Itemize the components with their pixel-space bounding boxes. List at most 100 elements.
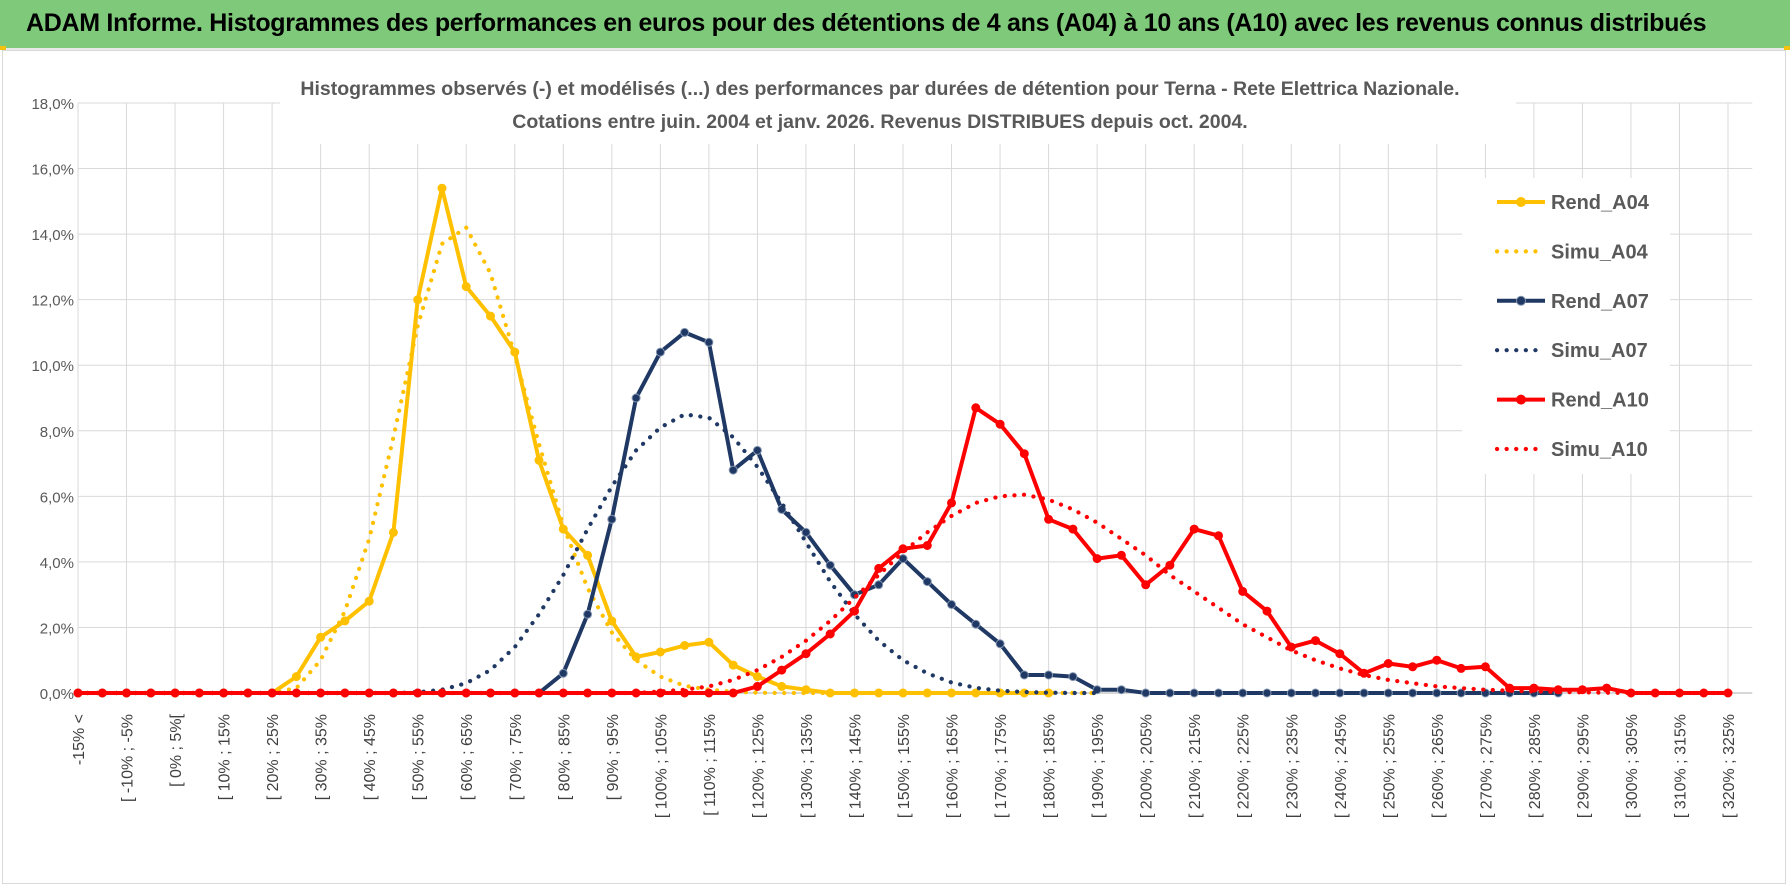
data-point-rend-a07 bbox=[1286, 688, 1296, 698]
data-point-rend-a10 bbox=[1432, 655, 1442, 665]
data-point-rend-a10 bbox=[850, 606, 859, 616]
data-point-rend-a10 bbox=[1456, 663, 1466, 673]
data-point-rend-a07 bbox=[1214, 688, 1223, 698]
data-point-rend-a04 bbox=[777, 681, 787, 691]
data-point-rend-a07 bbox=[728, 465, 738, 475]
data-point-rend-a10 bbox=[801, 649, 811, 659]
legend-label-simu-a04: Simu_A04 bbox=[1551, 241, 1649, 263]
data-point-rend-a10 bbox=[1480, 662, 1490, 672]
data-point-rend-a04 bbox=[752, 672, 762, 682]
x-tick-label: [ 150% ; 155% bbox=[896, 714, 913, 818]
data-point-rend-a10 bbox=[1214, 531, 1223, 541]
data-point-rend-a07 bbox=[704, 337, 714, 347]
chart-frame bbox=[2, 50, 1786, 884]
data-point-rend-a10 bbox=[728, 688, 738, 698]
x-tick-label: [ 270% ; 275% bbox=[1478, 714, 1495, 818]
series-line-rend-a07 bbox=[78, 330, 1559, 695]
data-point-rend-a07 bbox=[583, 609, 593, 619]
x-tick-label: [ 130% ; 135% bbox=[799, 714, 816, 818]
series-line-simu-a04 bbox=[75, 224, 1100, 696]
y-tick-label: 14,0% bbox=[31, 227, 74, 244]
data-point-rend-a10 bbox=[1408, 662, 1418, 672]
data-point-rend-a07 bbox=[607, 514, 617, 524]
x-tick-label: [ 280% ; 285% bbox=[1527, 714, 1544, 818]
x-tick-label: [ 260% ; 265% bbox=[1430, 714, 1447, 818]
y-tick-label: 6,0% bbox=[40, 489, 74, 506]
y-tick-label: 2,0% bbox=[40, 620, 74, 637]
legend: Rend_A04 Simu_A04 Rend_A07 Simu_A07 Rend_A10… bbox=[1462, 178, 1670, 474]
x-tick-label: [ 200% ; 205% bbox=[1139, 714, 1156, 818]
data-point-rend-a04 bbox=[461, 282, 471, 292]
data-point-rend-a04 bbox=[534, 455, 544, 465]
data-point-rend-a04 bbox=[583, 550, 593, 560]
data-point-rend-a10 bbox=[1238, 586, 1248, 596]
x-tick-label: [ 210% ; 215% bbox=[1187, 714, 1204, 818]
x-tick-label: [ 10% ; 15% bbox=[217, 714, 234, 800]
banner-corner-mark-left bbox=[0, 46, 6, 50]
data-point-rend-a07 bbox=[1189, 688, 1199, 698]
data-point-rend-a10 bbox=[704, 688, 714, 698]
series-layer bbox=[73, 183, 1733, 698]
data-point-rend-a04 bbox=[340, 616, 350, 626]
x-tick-label: [ 40% ; 45% bbox=[362, 714, 379, 800]
data-point-rend-a07 bbox=[922, 577, 932, 587]
data-point-rend-a07 bbox=[825, 560, 835, 570]
chart-title-line-2: Cotations entre juin. 2004 et janv. 2026… bbox=[512, 111, 1247, 133]
data-point-rend-a07 bbox=[1408, 688, 1418, 698]
x-tick-label: [ 160% ; 165% bbox=[945, 714, 962, 818]
data-point-rend-a07 bbox=[874, 580, 884, 590]
x-tick-label: [ 80% ; 85% bbox=[556, 714, 573, 800]
data-point-rend-a07 bbox=[1335, 688, 1345, 698]
y-tick-label: 10,0% bbox=[31, 358, 74, 375]
series-line-simu-a10 bbox=[75, 492, 1731, 696]
data-point-rend-a07 bbox=[1068, 672, 1078, 682]
data-point-rend-a04 bbox=[728, 660, 738, 670]
data-point-rend-a04 bbox=[704, 637, 714, 647]
data-point-rend-a07 bbox=[995, 639, 1005, 649]
chart-title-line-1: Histogrammes observés (-) et modélisés (… bbox=[300, 78, 1459, 100]
data-point-rend-a07 bbox=[898, 554, 908, 564]
data-point-rend-a10 bbox=[1068, 524, 1078, 534]
legend-marker-rend-a04 bbox=[1516, 197, 1526, 207]
data-point-rend-a10 bbox=[947, 498, 956, 508]
banner-corner-mark-right bbox=[1784, 46, 1790, 50]
data-point-rend-a10 bbox=[1141, 580, 1151, 590]
x-tick-label: [ 300% ; 305% bbox=[1624, 714, 1641, 818]
data-point-rend-a07 bbox=[631, 393, 641, 403]
data-point-rend-a04 bbox=[413, 295, 423, 305]
data-point-rend-a07 bbox=[947, 600, 956, 609]
data-point-rend-a10 bbox=[1019, 449, 1029, 459]
data-point-rend-a07 bbox=[1359, 688, 1369, 698]
legend-marker-rend-a07 bbox=[1516, 295, 1526, 306]
data-point-rend-a07 bbox=[1141, 688, 1151, 698]
data-point-rend-a10 bbox=[1092, 554, 1102, 564]
data-point-rend-a04 bbox=[437, 183, 447, 193]
x-tick-label: [ 230% ; 235% bbox=[1284, 714, 1301, 818]
x-tick-label: -15% < bbox=[71, 714, 88, 765]
data-point-rend-a07 bbox=[1116, 685, 1126, 695]
data-point-rend-a07 bbox=[1165, 688, 1175, 698]
x-tick-label: [ 180% ; 185% bbox=[1042, 714, 1059, 818]
data-point-rend-a10 bbox=[1311, 636, 1320, 646]
legend-label-rend-a04: Rend_A04 bbox=[1551, 192, 1650, 214]
y-tick-label: 4,0% bbox=[40, 555, 74, 572]
x-tick-label: [ 190% ; 195% bbox=[1090, 714, 1107, 818]
data-point-rend-a10 bbox=[1044, 514, 1054, 524]
x-tick-label: [ 60% ; 65% bbox=[459, 714, 476, 800]
x-tick-label: [ 290% ; 295% bbox=[1575, 714, 1592, 818]
x-tick-label: [ 0% ; 5%[ bbox=[168, 713, 185, 786]
data-point-rend-a04 bbox=[680, 641, 690, 650]
legend-background bbox=[1462, 178, 1670, 474]
data-point-rend-a04 bbox=[316, 632, 326, 642]
x-tick-label: [ -10% ; -5% bbox=[120, 714, 137, 802]
axis-layer: 0,0% 2,0% 4,0% 6,0% 8,0% 10,0% 12,0% 14,0% 16,0%… bbox=[31, 96, 1753, 818]
data-point-rend-a10 bbox=[1335, 649, 1345, 659]
data-point-rend-a04 bbox=[388, 527, 398, 537]
data-point-rend-a10 bbox=[995, 419, 1005, 429]
data-point-rend-a04 bbox=[486, 311, 495, 321]
chart-title: Histogrammes observés (-) et modélisés (… bbox=[280, 66, 1516, 144]
data-point-rend-a10 bbox=[777, 665, 787, 675]
data-point-rend-a07 bbox=[1311, 688, 1320, 698]
data-point-rend-a10 bbox=[1383, 659, 1393, 668]
